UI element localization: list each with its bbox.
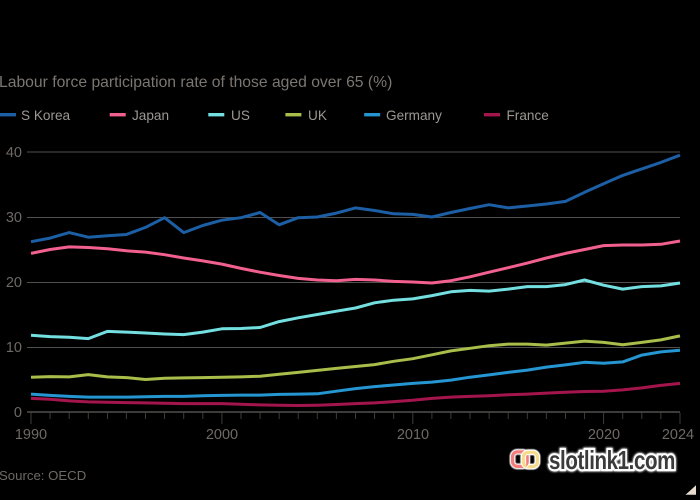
svg-text:0: 0 <box>14 405 22 421</box>
svg-text:Source: OECD: Source: OECD <box>0 468 86 483</box>
svg-text:slotlink1.com: slotlink1.com <box>549 445 675 475</box>
svg-text:1990: 1990 <box>15 427 47 443</box>
svg-text:30: 30 <box>6 210 22 226</box>
svg-text:40: 40 <box>6 145 22 161</box>
svg-text:Labour force participation rat: Labour force participation rate of those… <box>0 74 392 91</box>
svg-text:slotlink1.com: slotlink1.com <box>549 445 675 475</box>
svg-text:Japan: Japan <box>132 108 169 123</box>
svg-text:S Korea: S Korea <box>21 108 71 123</box>
svg-text:2010: 2010 <box>397 427 429 443</box>
svg-text:2000: 2000 <box>206 427 238 443</box>
svg-text:US: US <box>231 108 250 123</box>
svg-text:20: 20 <box>6 275 22 291</box>
svg-text:10: 10 <box>6 340 22 356</box>
svg-text:2020: 2020 <box>588 427 620 443</box>
svg-text:2024: 2024 <box>662 427 694 443</box>
svg-text:Germany: Germany <box>386 108 442 123</box>
svg-text:UK: UK <box>308 108 327 123</box>
svg-text:France: France <box>507 108 549 123</box>
